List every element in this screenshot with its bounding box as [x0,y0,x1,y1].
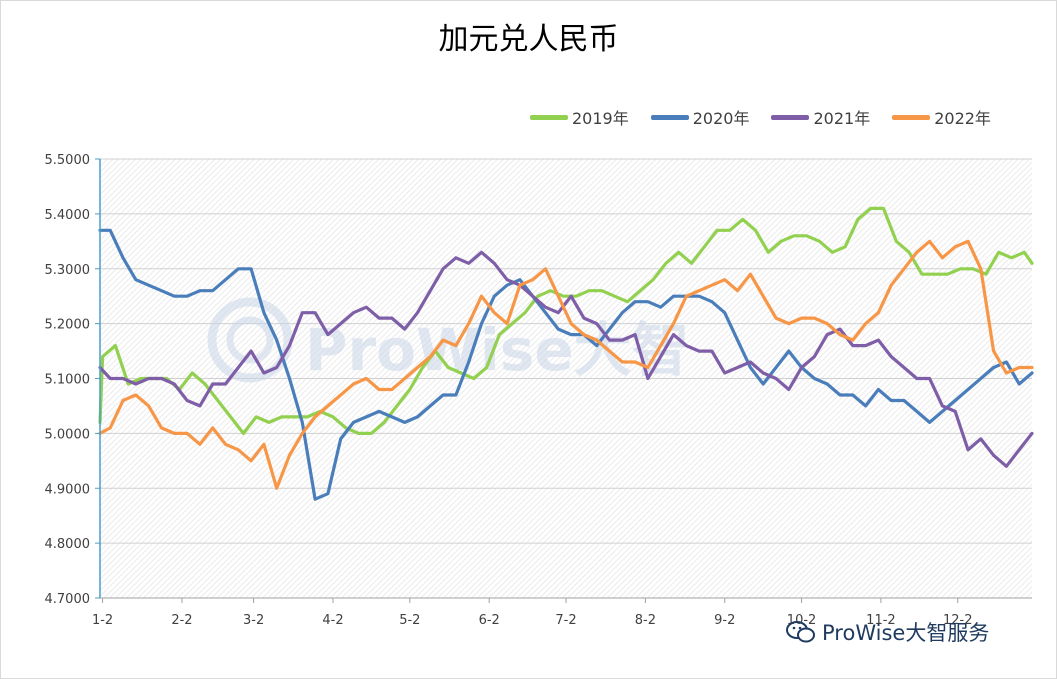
legend-item-2022: 2022年 [892,105,991,129]
legend-label-2020: 2020年 [692,109,750,128]
brand-text: ProWise大智服务 [822,621,990,645]
x-tick-label: 4-2 [322,613,343,628]
x-tick-label: 2-2 [171,613,192,628]
watermark-logo [207,297,293,383]
x-tick-label: 5-2 [399,613,420,628]
y-tick-label: 5.5000 [45,153,91,168]
legend: 2019年 2020年 2021年 2022年 [530,104,991,130]
watermark-text: ProWise大智 [305,316,690,384]
x-tick-label: 8-2 [635,613,656,628]
legend-swatch-2022 [892,114,931,120]
y-tick-label: 4.9000 [45,482,91,497]
legend-swatch-2021 [771,114,810,120]
y-tick-label: 4.7000 [45,592,91,607]
legend-item-2020: 2020年 [650,105,750,129]
y-tick-label: 5.1000 [45,373,91,388]
series-line-2020 [98,228,1034,501]
x-tick-label: 3-2 [243,613,264,628]
y-tick-label: 5.3000 [45,263,91,278]
legend-swatch-2020 [650,114,689,120]
watermark-logo-inner [226,316,274,364]
x-tick-label: 7-2 [555,613,576,628]
x-tick-label: 9-2 [714,613,735,628]
chart-title: 加元兑人民币 [438,22,619,57]
series-lines [98,206,1034,501]
x-tick-label: 1-2 [92,613,113,628]
series-line-2022 [98,239,1034,490]
x-tick-label: 12-2 [943,613,973,628]
legend-item-2021: 2021年 [771,105,870,129]
x-tick-label: 6-2 [479,613,500,628]
y-tick-label: 5.0000 [45,427,91,442]
brand-watermark: ProWise大智服务 [786,617,989,647]
legend-label-2022: 2022年 [934,109,991,128]
axes: 5.5000 5.4000 5.3000 5.2000 5.1000 5.0000 4.90… [45,153,1032,628]
y-tick-label: 4.8000 [45,537,91,552]
y-tick-label: 5.4000 [45,208,91,223]
legend-swatch-2019 [530,114,568,120]
wechat-icon [786,621,815,643]
x-tick-label: 11-2 [866,613,896,628]
y-tick-label: 5.2000 [45,318,91,333]
x-tick-label: 10-2 [787,613,817,628]
series-line-2021 [98,250,1034,468]
legend-item-2019: 2019年 [530,105,629,129]
watermark: ProWise大智 [207,297,690,384]
legend-label-2021: 2021年 [813,109,871,128]
legend-label-2019: 2019年 [572,109,629,128]
